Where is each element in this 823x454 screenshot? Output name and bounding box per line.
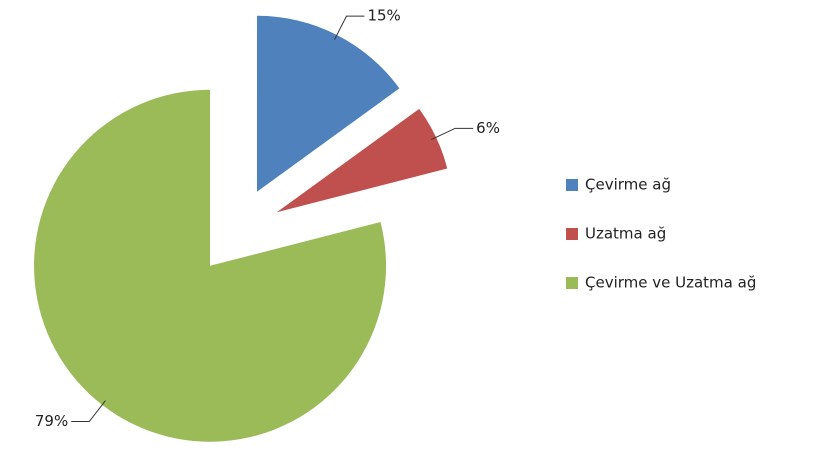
data-label: 6% xyxy=(476,119,500,137)
data-label: 15% xyxy=(367,7,400,25)
legend-label: Uzatma ağ xyxy=(585,225,666,243)
legend-swatch xyxy=(566,228,578,240)
legend-swatch xyxy=(566,277,578,289)
leader-line xyxy=(334,15,365,40)
legend-swatch xyxy=(566,179,578,191)
pie-slice xyxy=(34,89,387,442)
legend-label: Çevirme ağ xyxy=(585,176,671,194)
leader-line xyxy=(431,127,474,141)
data-label: 79% xyxy=(35,412,68,430)
leader-line xyxy=(71,400,106,423)
legend-label: Çevirme ve Uzatma ağ xyxy=(585,274,756,292)
pie-slice xyxy=(256,15,400,192)
pie-slice xyxy=(276,108,448,213)
